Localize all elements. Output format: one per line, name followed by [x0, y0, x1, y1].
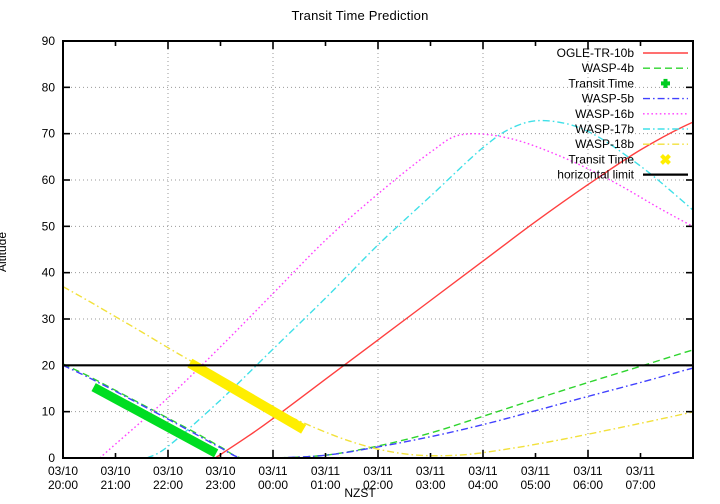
x-tick-time: 02:00 [362, 478, 394, 492]
x-tick-label: 03/11 05:00 [501, 464, 571, 492]
transit-band [91, 383, 219, 458]
x-tick-time: 20:00 [47, 478, 79, 492]
x-tick-time: 01:00 [310, 478, 341, 492]
y-tick-labels: 0 10 20 30 40 50 60 70 80 90 [42, 34, 56, 465]
x-tick-time: 06:00 [572, 478, 604, 492]
x-tick-time: 23:00 [205, 478, 236, 492]
x-tick-date: 03/11 [520, 464, 551, 478]
x-tick-date: 03/11 [468, 464, 498, 478]
x-tick-time: 04:00 [467, 478, 499, 492]
x-tick-date: 03/11 [573, 464, 603, 478]
legend-label: Transit Time [568, 152, 634, 166]
y-tick-label: 0 [48, 451, 55, 465]
series-line [214, 121, 693, 458]
x-tick-label: 03/10 23:00 [186, 464, 256, 492]
chart-title: Transit Time Prediction [291, 8, 429, 23]
y-tick-label: 40 [42, 266, 56, 280]
series-line [63, 364, 693, 458]
y-tick-label: 50 [42, 219, 56, 233]
y-tick-label: 70 [42, 127, 56, 141]
y-tick-label: 30 [42, 312, 56, 326]
x-tick-label: 03/11 02:00 [343, 464, 413, 492]
y-tick-label: 90 [42, 34, 56, 48]
legend-x-marker-icon [660, 153, 671, 165]
x-tick-label: 03/10 22:00 [133, 464, 203, 492]
series-line [63, 285, 693, 457]
x-tick-time: 21:00 [100, 478, 131, 492]
legend-label: WASP-16b [575, 107, 634, 121]
y-tick-label: 20 [42, 358, 56, 372]
legend-label: OGLE-TR-10b [557, 46, 635, 60]
x-tick-date: 03/11 [625, 464, 656, 478]
series-line [63, 349, 693, 458]
series-line [99, 132, 693, 458]
x-tick-time: 07:00 [625, 478, 656, 492]
x-tick-label: 03/10 21:00 [81, 464, 151, 492]
x-tick-time: 05:00 [520, 478, 551, 492]
legend-label: WASP-4b [582, 61, 635, 75]
x-axis-label: NZST [344, 486, 376, 500]
x-tick-label: 03/11 03:00 [396, 464, 466, 492]
legend-label: WASP-17b [575, 122, 634, 136]
x-tick-date: 03/10 [100, 464, 131, 478]
y-tick-label: 10 [42, 405, 56, 419]
legend-label: horizontal limit [557, 168, 634, 182]
x-tick-date: 03/10 [152, 464, 184, 478]
axes-frame [62, 40, 694, 459]
legend-plus-marker-icon [661, 78, 670, 88]
x-tick-label: 03/11 07:00 [606, 464, 676, 492]
transit-bands-layer [91, 358, 307, 458]
x-tick-date: 03/11 [415, 464, 446, 478]
x-tick-label: 03/11 06:00 [553, 464, 623, 492]
legend-label: Transit Time [568, 76, 634, 90]
x-tick-date: 03/11 [310, 464, 341, 478]
x-tick-date: 03/11 [258, 464, 288, 478]
transit-band [187, 358, 307, 434]
y-tick-label: 60 [42, 173, 56, 187]
x-tick-date: 03/10 [47, 464, 79, 478]
x-tick-label: 03/11 00:00 [238, 464, 308, 492]
x-tick-time: 22:00 [152, 478, 184, 492]
y-tick-label: 80 [42, 80, 56, 94]
x-tick-label: 03/11 01:00 [291, 464, 361, 492]
x-tick-time: 03:00 [415, 478, 446, 492]
legend-label: WASP-5b [582, 92, 635, 106]
x-tick-date: 03/11 [363, 464, 393, 478]
series-line [146, 119, 693, 458]
x-tick-time: 00:00 [257, 478, 289, 492]
x-tick-date: 03/10 [205, 464, 236, 478]
x-tick-label: 03/11 04:00 [448, 464, 518, 492]
x-tick-label: 03/10 20:00 [28, 464, 98, 492]
legend-label: WASP-18b [575, 137, 634, 151]
